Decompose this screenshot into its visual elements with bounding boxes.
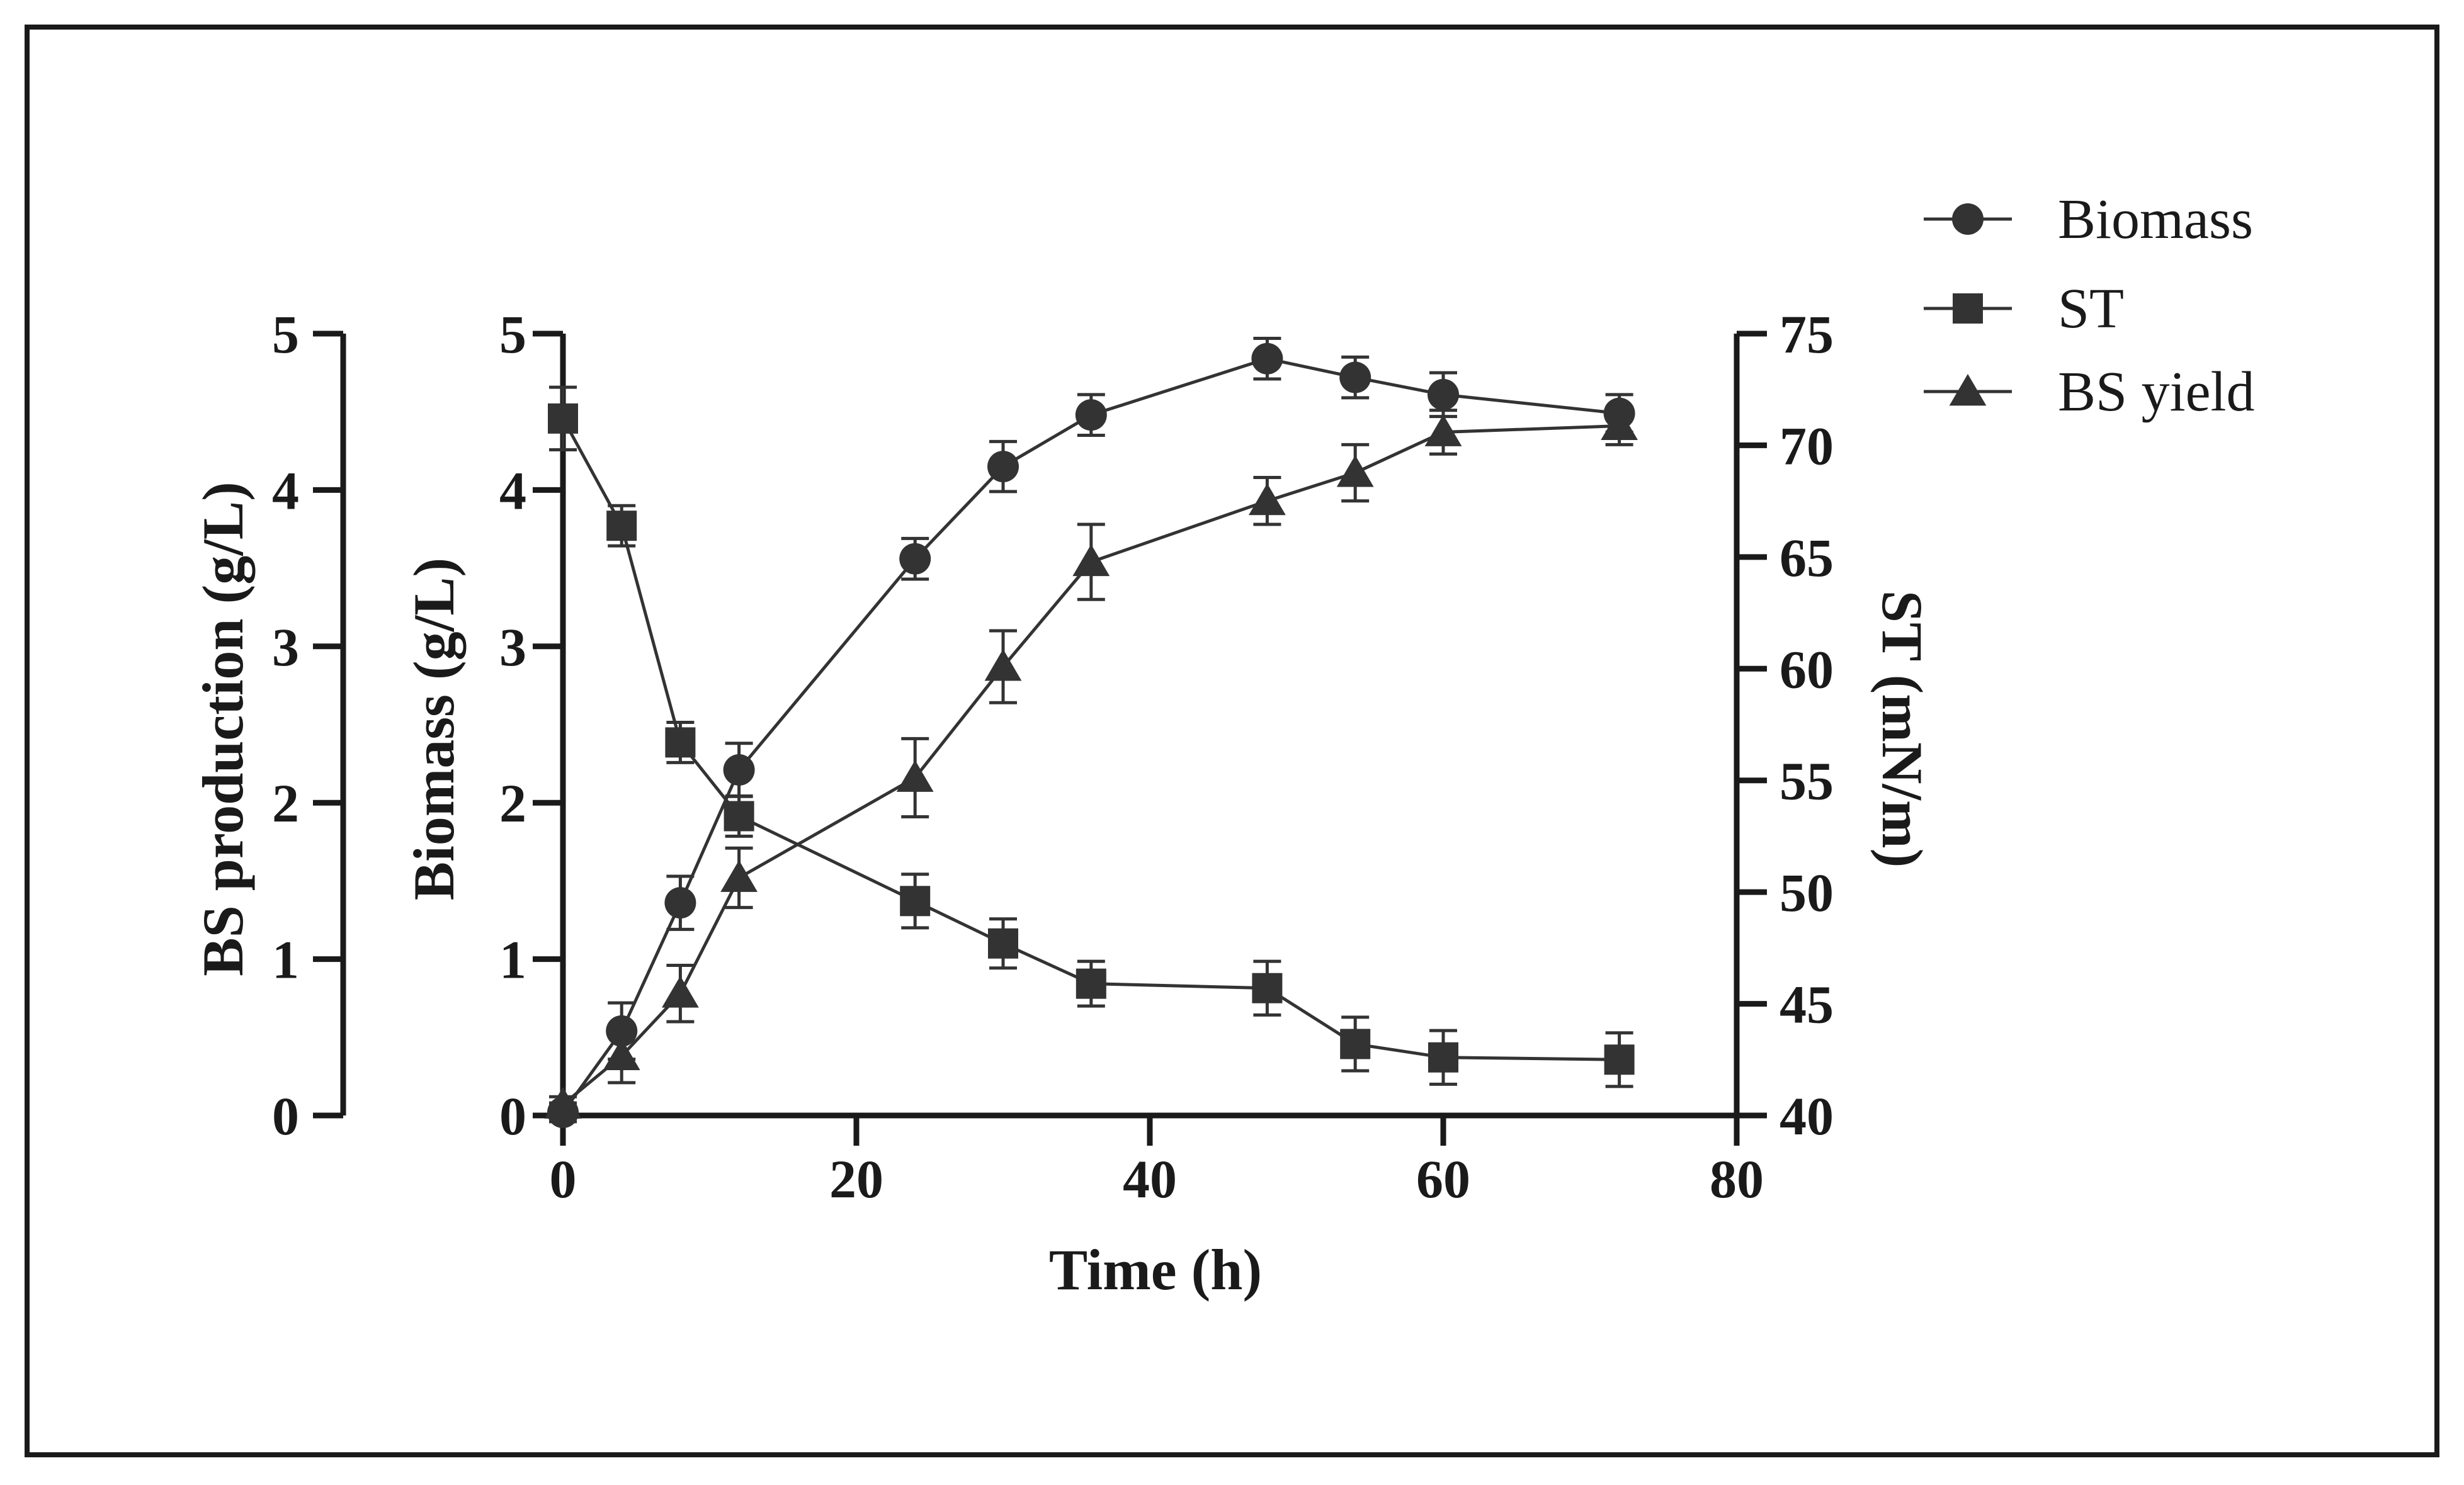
legend-biomass-marker [1952,203,1984,235]
st-point [1428,1042,1458,1073]
series-biomass [547,336,1635,1129]
st-axis-tick-label: 65 [1780,528,1834,588]
st-point [1252,973,1283,1003]
bs-yield-point [1601,408,1638,440]
x-axis-tick-label: 20 [829,1149,883,1209]
biomass-point [1428,378,1459,410]
bs-axis-tick-label: 0 [272,1086,299,1146]
bs-yield-point [1424,414,1462,446]
bs-axis-title: BS production (g/L) [191,482,255,976]
biomass-axis-tick-label: 1 [499,930,526,990]
x-axis-tick-label: 40 [1123,1149,1177,1209]
biomass-point [899,543,931,575]
biomass-point [1251,342,1283,375]
st-point [665,727,696,758]
bs-yield-point [1249,483,1286,516]
biomass-point [1339,361,1371,393]
biomass-axis-tick-label: 2 [499,773,526,833]
st-point [1076,968,1106,999]
legend-bs-yield-marker [1949,374,1987,406]
st-axis-tick-label: 55 [1780,751,1834,811]
series-bs-yield [544,405,1638,1119]
biomass-axis-tick-label: 0 [499,1086,526,1146]
biomass-point [723,754,755,786]
legend-bs-yield-label: BS yield [2058,361,2255,423]
x-axis-tick-label: 80 [1710,1149,1764,1209]
st-point [1604,1044,1635,1075]
bs-yield-point [662,976,699,1008]
bs-axis-tick-label: 4 [272,460,299,521]
biomass-axis-tick-label: 3 [499,617,526,677]
st-axis-title: ST (mN/m) [1870,590,1934,867]
st-axis-tick-label: 70 [1780,415,1834,476]
biomass-point [664,887,696,919]
bs-yield-point [1072,544,1110,577]
bs-axis-tick-label: 2 [272,773,299,833]
series-st [548,385,1635,1088]
bs-yield-point [603,1038,640,1071]
x-axis-tick-label: 0 [550,1149,577,1209]
legend-st-label: ST [2058,278,2124,340]
st-axis-tick-label: 60 [1780,639,1834,699]
series-layer [544,336,1638,1129]
bs-yield-point [544,1087,582,1119]
st-axis-tick-label: 50 [1780,862,1834,923]
st-point [988,928,1018,959]
st-point [606,511,637,541]
bs-yield-point [984,649,1022,681]
biomass-axis-tick-label: 4 [499,460,526,521]
bs-axis-tick-label: 1 [272,930,299,990]
legend: Biomass ST BS yield [1924,188,2255,423]
biomass-point [987,451,1019,483]
biomass-axis-title: Biomass (g/L) [402,558,466,900]
bs-yield-point [720,860,758,892]
chart-frame [25,25,2439,1457]
bs-axis-tick-label: 3 [272,617,299,677]
st-point [900,886,931,917]
legend-biomass-label: Biomass [2058,188,2253,251]
bs-yield-point [896,760,934,792]
bs-axis-tick-label: 5 [272,304,299,364]
legend-st-marker [1953,293,1983,324]
st-axis-tick-label: 45 [1780,974,1834,1035]
bs-yield-point [1336,455,1374,487]
st-point [548,403,578,434]
biomass-axis-tick-label: 5 [499,304,526,364]
biomass-point [1075,399,1107,431]
st-point [1340,1029,1371,1059]
st-point [724,801,754,832]
x-axis-title: Time (h) [1049,1238,1262,1302]
st-axis-tick-label: 75 [1780,304,1834,364]
x-axis-tick-label: 60 [1416,1149,1470,1209]
st-axis-tick-label: 40 [1780,1086,1834,1146]
